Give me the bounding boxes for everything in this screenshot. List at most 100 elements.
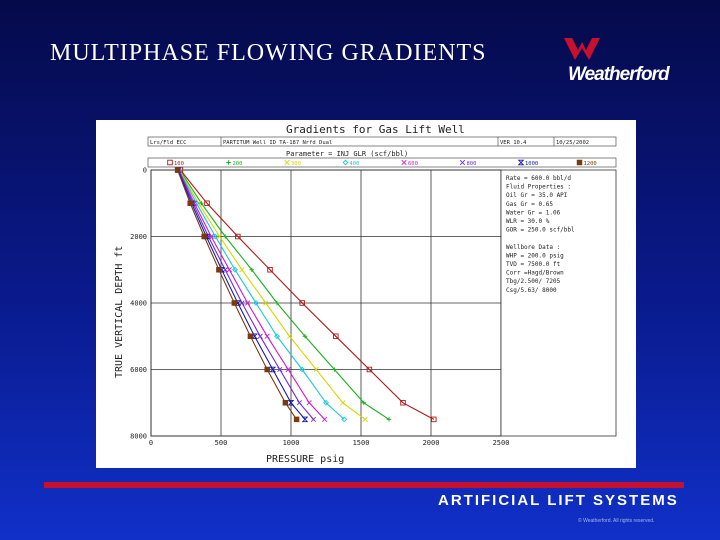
chart-ticks: 0 500 1000 1500 2000 2500 0 2000 4000 6000 8000: [130, 167, 509, 448]
data-point: [323, 399, 329, 406]
data-point: [299, 300, 305, 306]
x-tick-label: 500: [215, 439, 228, 447]
slide-title: MULTIPHASE FLOWING GRADIENTS: [50, 40, 487, 66]
series-line: [178, 169, 366, 420]
y-axis-label: TRUE VERTICAL DEPTH ft: [114, 246, 125, 378]
chart-series: [174, 167, 437, 423]
info-line: Gas Gr = 0.65: [506, 201, 553, 208]
legend-label: 1200: [584, 161, 597, 167]
footer-divider: [44, 482, 684, 488]
header-cell: VER 10.4: [500, 140, 527, 146]
data-point: [321, 416, 328, 422]
y-tick-label: 0: [143, 167, 147, 175]
legend-label: 200: [233, 161, 243, 167]
data-point: [310, 416, 317, 422]
info-line: Tbg/2.500/ 7205: [506, 278, 561, 285]
legend-marker: [459, 159, 466, 166]
series-400: [176, 167, 348, 423]
data-point: [366, 366, 373, 373]
legend-label: 300: [291, 161, 301, 167]
data-point: [204, 200, 210, 206]
info-line: WHP = 200.0 psig: [506, 252, 564, 259]
info-line: WLR = 30.0 %: [506, 218, 550, 225]
data-point: [362, 416, 368, 422]
info-box-frame: [500, 169, 617, 437]
chart-header-row: Lrs/Fld ECC PARTITUM Well ID TA-187 Nrfd …: [147, 136, 617, 147]
data-point: [263, 300, 269, 306]
series-100: [177, 167, 437, 423]
data-point: [174, 167, 181, 173]
info-line: Fluid Properties :: [506, 184, 571, 191]
y-tick-label: 2000: [130, 233, 147, 241]
data-point: [187, 200, 193, 206]
gradient-chart: Gradients for Gas Lift Well Lrs/Fld ECC P…: [114, 123, 617, 465]
data-point: [199, 200, 204, 206]
x-tick-label: 2500: [493, 439, 510, 447]
data-point: [274, 333, 280, 340]
legend-marker: [226, 160, 231, 165]
series-600: [176, 167, 328, 422]
data-point: [235, 233, 241, 240]
y-tick-label: 8000: [130, 433, 147, 441]
data-point: [269, 366, 277, 373]
data-point: [277, 366, 283, 373]
series-line: [179, 169, 435, 420]
y-tick-label: 6000: [130, 366, 147, 374]
data-point: [431, 416, 437, 423]
legend-marker: [284, 159, 290, 166]
data-point: [302, 333, 308, 339]
data-point: [231, 300, 238, 306]
info-line: Csg/5.63/ 8000: [506, 287, 557, 294]
data-point: [313, 366, 319, 373]
legend-label: 100: [174, 161, 184, 167]
data-point: [287, 400, 295, 406]
data-point: [296, 400, 303, 406]
legend-marker: [167, 159, 173, 166]
info-line: Water Gr = 1.06: [506, 209, 561, 216]
data-point: [282, 400, 289, 406]
data-point: [212, 233, 219, 240]
info-line: Wellbore Data :: [506, 244, 560, 251]
data-point: [386, 417, 392, 422]
legend-marker: [576, 159, 583, 166]
header-cell: PARTITUM Well ID TA-187 Nrfd Dual: [223, 140, 332, 146]
data-point: [301, 416, 309, 423]
data-point: [333, 333, 339, 339]
series-line: [178, 169, 345, 420]
legend-label: 1000: [525, 161, 538, 167]
chart-title: Gradients for Gas Lift Well: [286, 123, 465, 136]
header-frame: [147, 136, 617, 147]
data-point: [216, 233, 223, 240]
data-point: [216, 266, 222, 273]
legend-marker: [401, 159, 407, 166]
legend-marker: [517, 159, 525, 166]
data-point: [239, 267, 245, 273]
legend-label: 400: [350, 161, 360, 167]
series-1200: [174, 167, 300, 423]
data-point: [340, 400, 346, 406]
y-tick-label: 4000: [130, 300, 147, 308]
x-tick-label: 2000: [423, 439, 440, 447]
info-box: Rate = 600.0 bbl/d Fluid Properties :Oil …: [500, 169, 617, 437]
legend-marker: [342, 159, 349, 166]
data-point: [286, 333, 293, 339]
data-point: [332, 367, 337, 372]
data-point: [226, 267, 233, 273]
weatherford-logo: Weatherford: [562, 34, 688, 90]
data-point: [306, 400, 312, 406]
data-point: [232, 266, 238, 273]
legend-label: 800: [467, 161, 477, 167]
info-line: Rate = 600.0 bbl/d: [506, 175, 571, 182]
data-point: [267, 266, 273, 273]
copyright-notice: © Weatherford. All rights reserved.: [578, 518, 655, 524]
data-point: [239, 300, 245, 306]
x-tick-label: 1000: [283, 439, 300, 447]
data-point: [222, 234, 228, 239]
legend-label: 600: [408, 161, 418, 167]
info-line: Oil Gr = 35.0 API: [506, 192, 568, 199]
data-point: [285, 366, 291, 373]
weatherford-w-logo-icon: [564, 38, 600, 60]
x-axis-label: PRESSURE psig: [266, 454, 344, 465]
legend-frame: [147, 157, 617, 168]
x-tick-label: 0: [149, 439, 153, 447]
